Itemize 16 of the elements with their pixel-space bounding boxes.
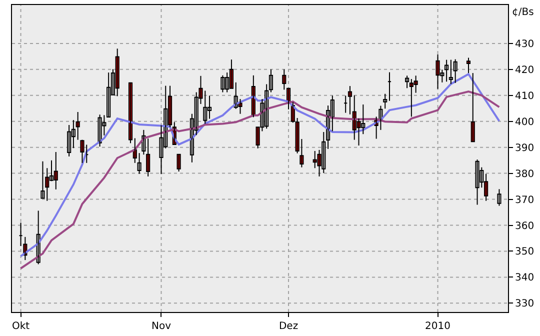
y-axis-title: ¢/Bs: [512, 7, 534, 18]
y-tick-label: 400: [515, 116, 534, 128]
y-tick-label: 410: [515, 90, 534, 102]
y-tick-label: 420: [515, 64, 534, 76]
y-tick-label: 380: [515, 168, 534, 180]
y-tick-label: 390: [515, 142, 534, 154]
x-tick-label: 2010: [425, 321, 450, 332]
x-tick-label: Dez: [278, 321, 298, 332]
y-tick-label: 340: [515, 272, 534, 284]
y-tick-label: 330: [515, 298, 534, 310]
y-tick-label: 350: [515, 246, 534, 258]
y-tick-label: 430: [515, 38, 534, 50]
y-tick-label: 360: [515, 220, 534, 232]
y-tick-label: 370: [515, 194, 534, 206]
x-tick-label: Okt: [12, 321, 30, 332]
x-tick-label: Nov: [151, 321, 172, 332]
